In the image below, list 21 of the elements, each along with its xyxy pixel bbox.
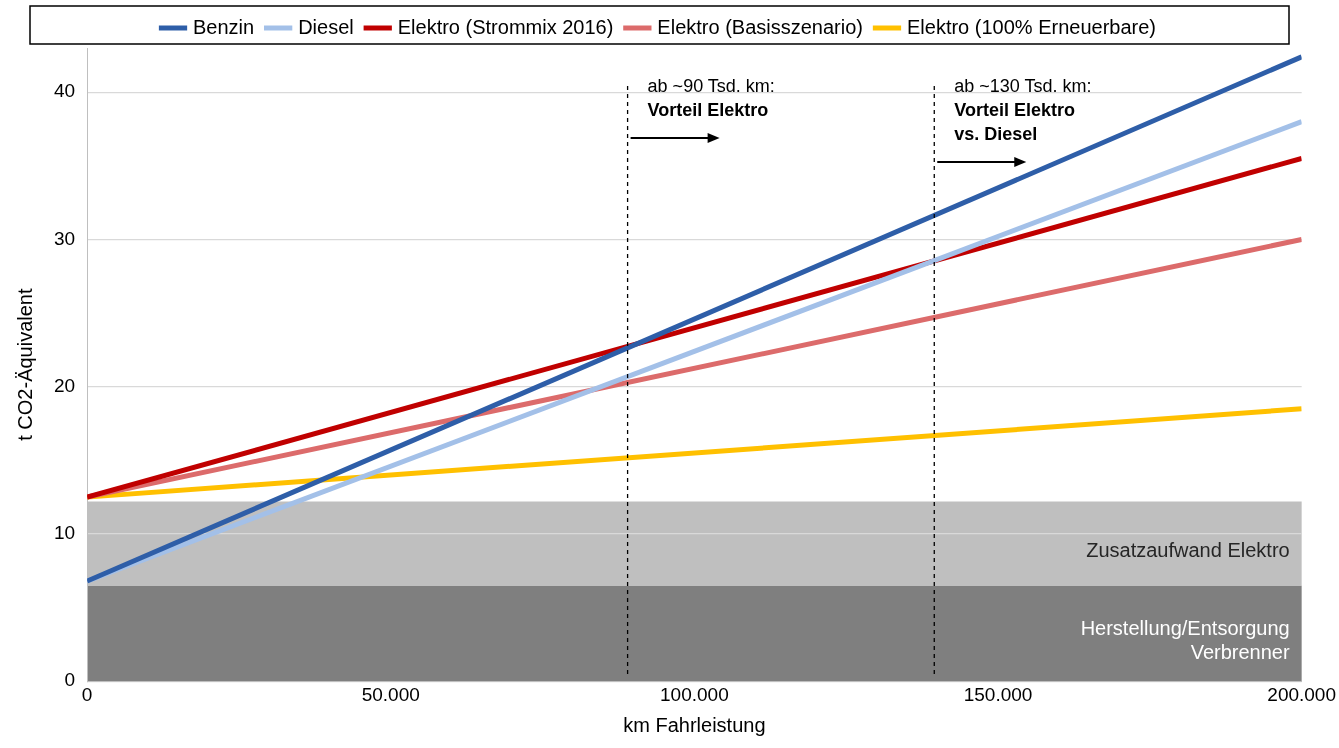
y-tick-label: 40 (53, 80, 76, 102)
y-tick-label: 10 (53, 522, 76, 544)
x-axis-title: km Fahrleistung (623, 713, 766, 736)
x-tick-label: 150.000 (963, 683, 1033, 705)
legend-label: Elektro (Basisszenario) (657, 15, 863, 38)
y-tick-label: 0 (64, 669, 76, 691)
y-tick-label: 30 (53, 227, 76, 249)
ref-line-label: ab ~90 Tsd. km: Vorteil Elektro (647, 75, 775, 120)
y-tick-label: 20 (53, 374, 76, 396)
x-tick-label: 200.000 (1267, 683, 1336, 705)
legend-label: Diesel (298, 15, 354, 38)
legend-label: Benzin (193, 15, 255, 38)
x-tick-label: 50.000 (361, 683, 420, 705)
band-label: Zusatzaufwand Elektro (1086, 539, 1290, 562)
ref-line-label: ab ~130 Tsd. km: Vorteil Elektro vs. Diesel (954, 75, 1092, 144)
y-axis-title: t CO2-Äquivalent (13, 288, 36, 441)
legend-label: Elektro (Strommix 2016) (397, 15, 614, 38)
band-label: Herstellung/Entsorgung Verbrenner (1080, 616, 1290, 663)
x-tick-label: 100.000 (660, 683, 729, 705)
legend-label: Elektro (100% Erneuerbare) (906, 15, 1156, 38)
x-tick-label: 0 (81, 683, 93, 705)
